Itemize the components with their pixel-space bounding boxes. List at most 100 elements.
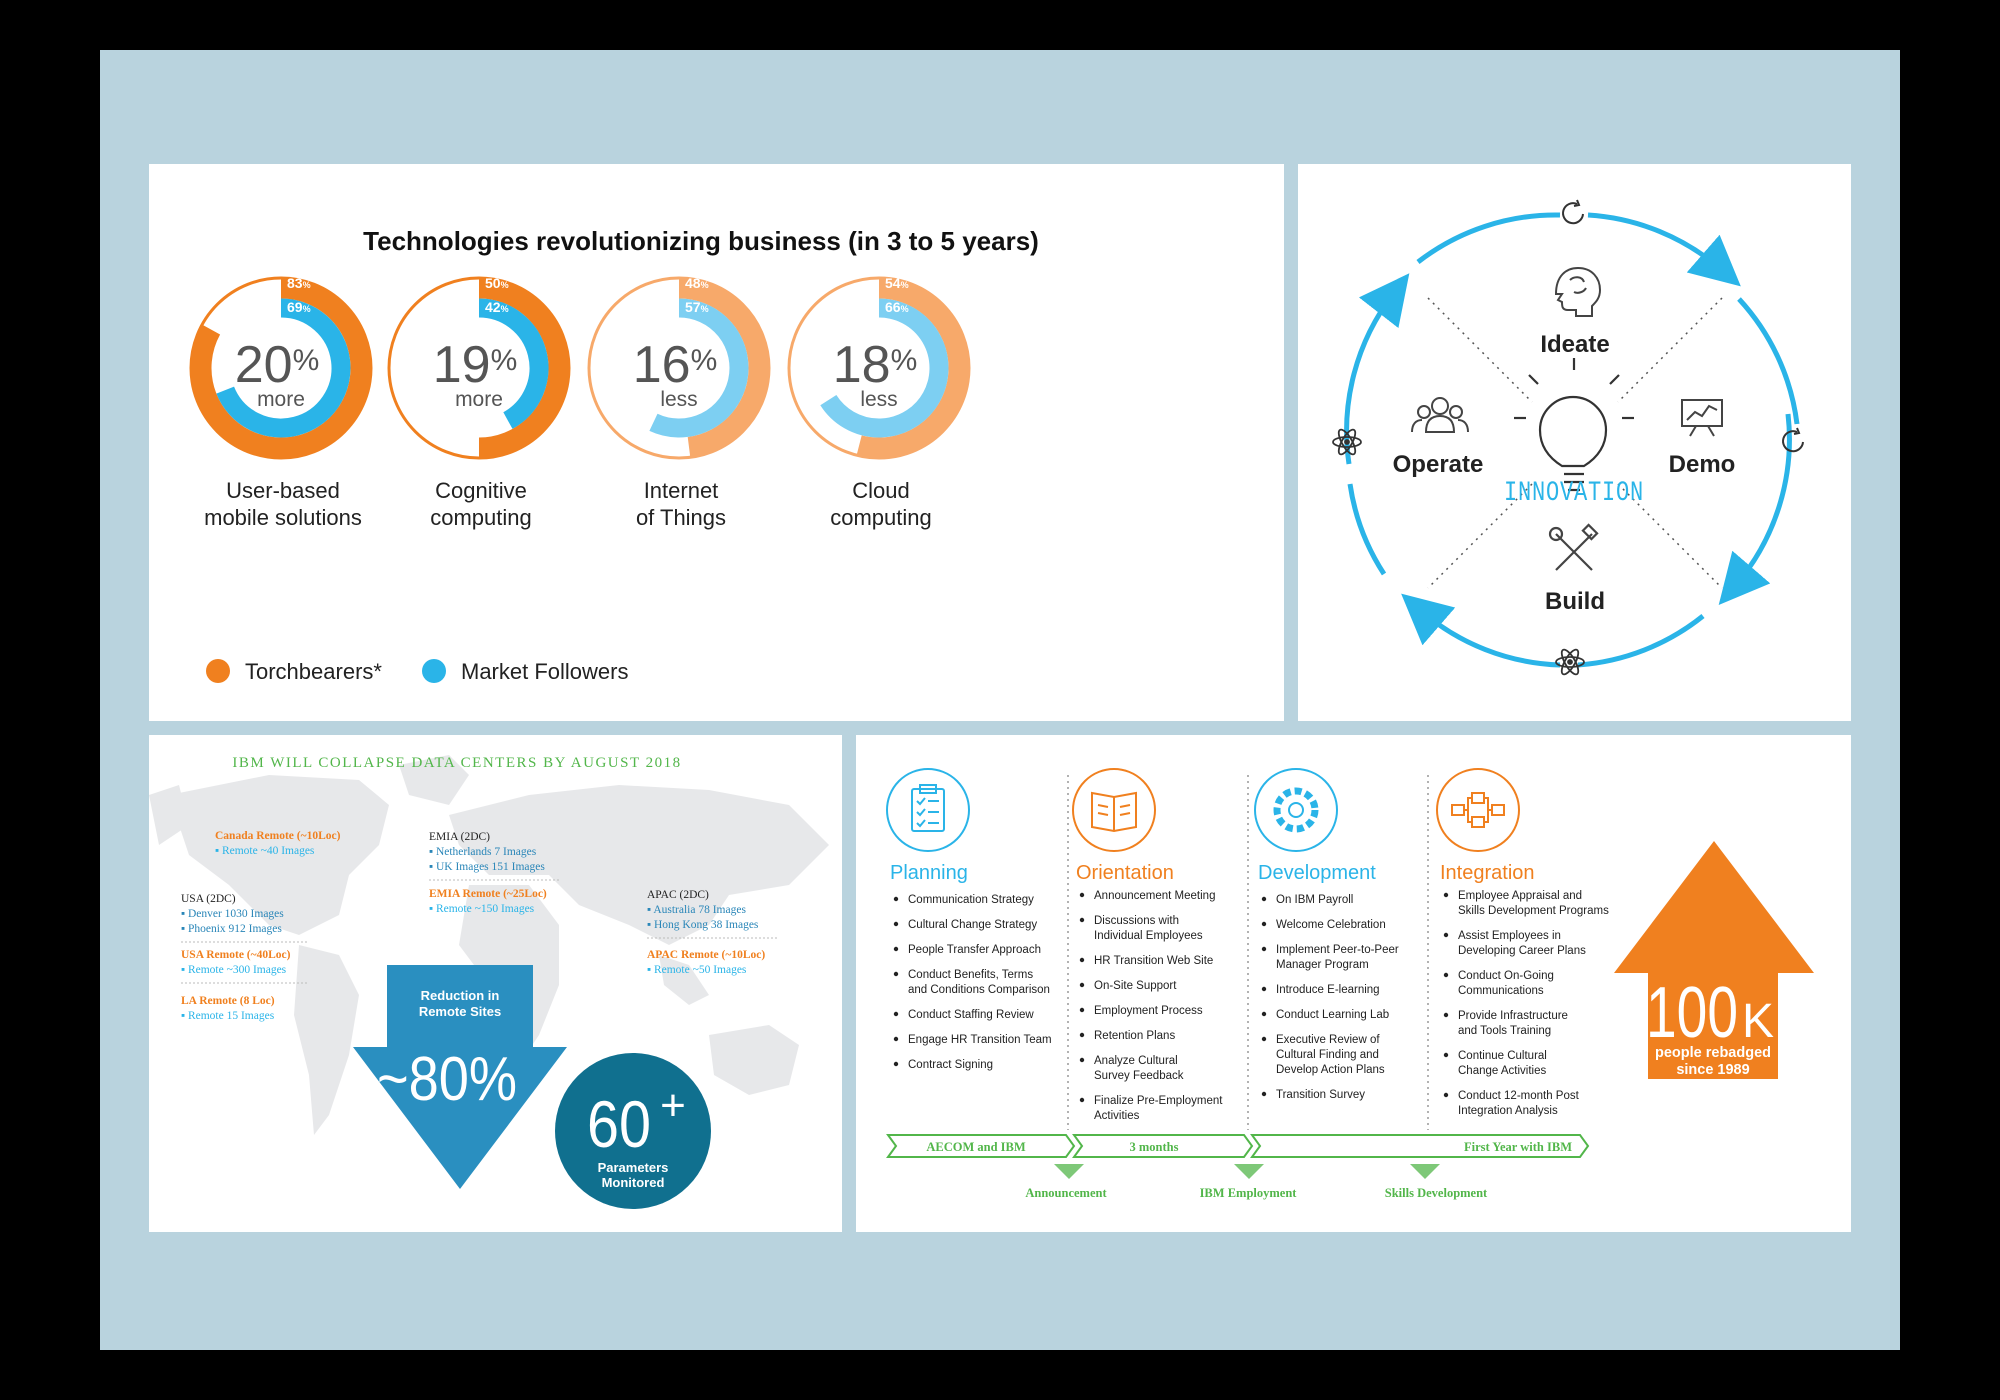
category-label: User-based — [226, 478, 340, 503]
reduction-label: Reduction in — [421, 988, 500, 1003]
phase-item: Manager Program — [1276, 959, 1369, 971]
data-centers-map: IBM WILL COLLAPSE DATA CENTERS BY AUGUST… — [149, 755, 829, 1209]
difference-word: less — [660, 388, 697, 411]
phase-item: Communication Strategy — [908, 894, 1034, 906]
phase-item: Assist Employees in — [1458, 930, 1561, 942]
rebadged-value: 100 — [1646, 973, 1738, 1053]
legend-label-followers: Market Followers — [461, 659, 628, 684]
atom-icon — [1332, 428, 1362, 456]
parameters-plus: + — [660, 1081, 686, 1130]
la-remote-head: LA Remote (8 Loc) — [181, 995, 275, 1007]
bullet — [1443, 892, 1449, 898]
difference-word: less — [860, 388, 897, 411]
column-dividers — [1067, 775, 1429, 1130]
parameters-circle — [555, 1053, 711, 1209]
brain-icon — [1554, 266, 1602, 317]
timeline-label: First Year with IBM — [1464, 1140, 1572, 1154]
torchbearers-arc — [478, 277, 570, 459]
phase-item: Communications — [1458, 985, 1544, 997]
phase-item: Finalize Pre-Employment — [1094, 1095, 1223, 1107]
phase-item: Conduct Staffing Review — [908, 1009, 1034, 1021]
bullet — [1079, 1057, 1085, 1063]
bullet — [1261, 1036, 1267, 1042]
followers-arc — [820, 298, 949, 438]
phase-item: On IBM Payroll — [1276, 894, 1353, 906]
bullet — [1261, 896, 1267, 902]
parameters-label: Monitored — [602, 1175, 665, 1190]
phase-item: Conduct Benefits, Terms — [908, 969, 1033, 981]
bullet — [1261, 946, 1267, 952]
milestone-markers — [1054, 1164, 1440, 1179]
gear-icon — [1254, 768, 1338, 852]
phase-item: Continue Cultural — [1458, 1050, 1547, 1062]
innovation-cycle-panel: Ideate Demo Operate — [1298, 164, 1851, 721]
chart-board-icon — [1681, 399, 1723, 437]
bullet — [1079, 957, 1085, 963]
phase-item: Employee Appraisal and — [1458, 890, 1582, 902]
bullet — [1261, 986, 1267, 992]
bullet — [1261, 1091, 1267, 1097]
reduction-label: Remote Sites — [419, 1004, 501, 1019]
followers-arc — [478, 298, 549, 429]
phase-item: Cultural Change Strategy — [908, 919, 1037, 931]
phase-item: Provide Infrastructure — [1458, 1010, 1568, 1022]
difference-word: more — [257, 388, 305, 411]
board: Technologies revolutionizing business (i… — [100, 50, 1900, 1350]
phase-column-integration: Integration Employee Appraisal and Skills … — [1440, 862, 1609, 1117]
parameters-label: Parameters — [598, 1160, 669, 1175]
phase-item: Executive Review of — [1276, 1034, 1380, 1046]
la-remote-item: ▪ Remote 15 Images — [181, 1010, 275, 1022]
transition-diagram: Planning Communication Strategy Cultural C… — [886, 768, 1814, 1200]
phase-item: Engage HR Transition Team — [908, 1034, 1052, 1046]
bullet — [1443, 1092, 1449, 1098]
flowchart-icon — [1436, 768, 1520, 852]
transition-panel: Planning Communication Strategy Cultural C… — [856, 735, 1851, 1232]
category-label: mobile solutions — [204, 505, 362, 530]
canada-remote-head: Canada Remote (~10Loc) — [215, 830, 341, 842]
torchbearers-value: 83% — [287, 275, 311, 291]
stage-ideate: Ideate — [1540, 331, 1609, 358]
usa-item: ▪ Phoenix 912 Images — [181, 923, 282, 935]
legend-swatch-torchbearers — [206, 659, 230, 683]
apac-item: ▪ Hong Kong 38 Images — [647, 919, 759, 931]
innovation-diagram: Ideate Demo Operate — [1332, 199, 1804, 676]
phase-item: Developing Career Plans — [1458, 945, 1586, 957]
usa-remote-head: USA Remote (~40Loc) — [181, 949, 291, 961]
timeline — [886, 1134, 1590, 1158]
phase-item: HR Transition Web Site — [1094, 955, 1213, 967]
torchbearers-arc — [856, 277, 970, 459]
phase-item: Transition Survey — [1276, 1089, 1365, 1101]
innovation-label: INNOVATION — [1504, 478, 1644, 509]
map-title: IBM WILL COLLAPSE DATA CENTERS BY AUGUST… — [232, 755, 681, 771]
bullet — [893, 1036, 899, 1042]
bullet — [1443, 972, 1449, 978]
bullet — [893, 1061, 899, 1067]
donut-chart: Technologies revolutionizing business (i… — [189, 226, 1039, 684]
phase-item: On-Site Support — [1094, 980, 1177, 992]
milestone-label: IBM Employment — [1200, 1186, 1298, 1200]
difference-word: more — [455, 388, 503, 411]
timeline-label: 3 months — [1130, 1140, 1179, 1154]
bullet — [1079, 1007, 1085, 1013]
timeline-label: AECOM and IBM — [926, 1140, 1026, 1154]
phase-item: Survey Feedback — [1094, 1070, 1184, 1082]
bullet — [893, 896, 899, 902]
legend-label-torchbearers: Torchbearers* — [245, 659, 382, 684]
phase-title: Development — [1258, 862, 1376, 884]
data-centers-panel: IBM WILL COLLAPSE DATA CENTERS BY AUGUST… — [149, 735, 842, 1232]
phase-item: Develop Action Plans — [1276, 1064, 1385, 1076]
phase-item: Conduct 12-month Post — [1458, 1090, 1580, 1102]
bullet — [1261, 921, 1267, 927]
phase-column-development: Development On IBM Payroll Welcome Celebra… — [1258, 862, 1399, 1101]
phase-item: Activities — [1094, 1110, 1140, 1122]
torchbearers-value: 50% — [485, 275, 509, 291]
phase-item: Introduce E-learning — [1276, 984, 1380, 996]
difference-value: 20% — [235, 336, 320, 394]
apac-item: ▪ Australia 78 Images — [647, 904, 746, 916]
phase-item: Discussions with — [1094, 915, 1179, 927]
torchbearers-value: 54% — [885, 275, 909, 291]
difference-value: 16% — [633, 336, 718, 394]
followers-arc — [216, 298, 351, 438]
